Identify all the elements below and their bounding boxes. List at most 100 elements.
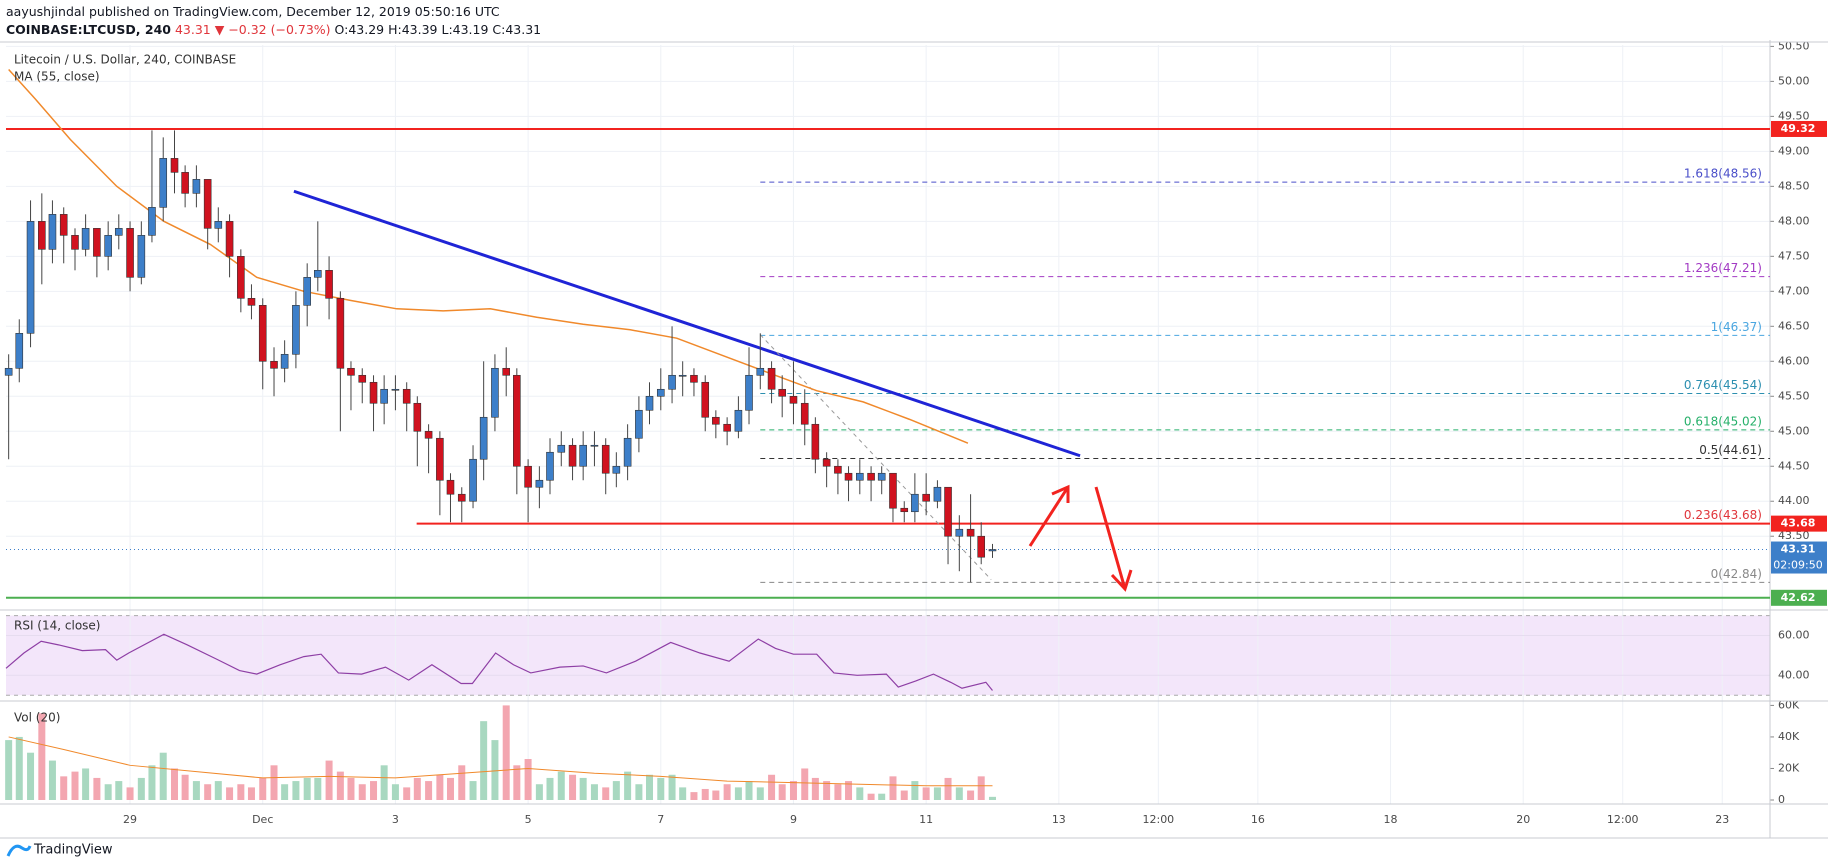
candle-body [104, 235, 112, 257]
candle-body [524, 465, 532, 488]
ma-legend: MA (55, close) [14, 70, 100, 84]
candle-body [656, 388, 665, 397]
volume-bar [789, 781, 797, 800]
volume-bar [126, 787, 134, 800]
candle-body [977, 535, 986, 558]
candle-body [811, 423, 820, 460]
candle-body [59, 214, 68, 236]
candle-body [225, 221, 234, 257]
volume-bar [569, 774, 577, 800]
y-tick-label: 45.50 [1778, 389, 1810, 402]
y-tick-label: 48.50 [1778, 179, 1810, 192]
candle-body [734, 409, 743, 432]
volume-bar [778, 784, 786, 800]
volume-bar [115, 781, 123, 800]
candle-body [137, 235, 146, 278]
x-tick-label: 23 [1715, 813, 1729, 826]
volume-bar [679, 787, 687, 800]
y-tick-label: 49.50 [1778, 109, 1810, 122]
y-tick-label: 46.50 [1778, 319, 1810, 332]
volume-bar [71, 771, 79, 800]
volume-bar [635, 784, 643, 800]
volume-bar [491, 740, 499, 800]
candle-body [745, 374, 753, 411]
candle-body [314, 270, 322, 278]
x-tick-label: 20 [1516, 813, 1530, 826]
x-tick-label: 7 [657, 813, 664, 826]
candle-body [436, 437, 444, 481]
volume-bar [38, 713, 46, 800]
volume-bar [856, 787, 864, 800]
volume-bar [171, 768, 179, 800]
y-tick-label: 43.50 [1778, 529, 1810, 542]
candle-body [270, 360, 278, 369]
candle-body [192, 179, 201, 194]
y-tick-label: 50.00 [1778, 74, 1810, 87]
volume-bar [579, 777, 587, 800]
volume-bar [845, 781, 853, 800]
rsi-tick-label: 60.00 [1778, 628, 1810, 641]
volume-bar [546, 777, 554, 800]
volume-bar [867, 793, 875, 800]
hline-price-label: 49.32 [1781, 122, 1816, 135]
rsi-band [6, 615, 1770, 696]
candle-body [247, 298, 256, 306]
y-tick-label: 44.50 [1778, 459, 1810, 472]
candle-body [877, 472, 886, 481]
volume-bar [60, 776, 68, 800]
fib-label: 1.236(47.21) [1684, 261, 1762, 275]
volume-bar [535, 784, 543, 800]
candle-body [71, 235, 79, 250]
volume-bar [657, 777, 665, 800]
header: aayushjindal published on TradingView.co… [6, 3, 541, 39]
candle-body [148, 207, 156, 236]
fib-label: 0(42.84) [1711, 567, 1762, 581]
candle-body [789, 395, 798, 404]
volume-bar [446, 777, 454, 800]
candle-body [325, 270, 333, 299]
candle-body [944, 486, 952, 537]
volume-bar [557, 771, 565, 800]
candle-body [292, 305, 300, 355]
candle-body [258, 305, 267, 362]
volume-bar [900, 790, 908, 800]
volume-bar [811, 777, 819, 800]
candle-body [546, 451, 554, 481]
candle-body [844, 472, 853, 481]
rsi-tick-label: 40.00 [1778, 668, 1810, 681]
volume-bar [612, 781, 620, 800]
volume-bar [745, 781, 753, 800]
candle-body [690, 374, 698, 383]
volume-bar [701, 788, 709, 800]
candle-body [93, 228, 101, 257]
volume-bar [413, 777, 421, 800]
volume-bar [502, 705, 510, 800]
publisher-line: aayushjindal published on TradingView.co… [6, 4, 500, 19]
x-tick-label: 11 [919, 813, 933, 826]
volume-bar [889, 776, 897, 800]
volume-bar [712, 790, 720, 800]
candle-body [922, 493, 930, 502]
volume-bar [391, 784, 399, 800]
volume-bar [955, 787, 963, 800]
volume-bar [988, 796, 996, 800]
rsi-line [5, 633, 993, 691]
volume-bar [756, 787, 764, 800]
candle-body [126, 228, 134, 278]
volume-bar [690, 792, 698, 800]
candle-body [668, 374, 676, 390]
candle-body [635, 409, 643, 439]
hline-price-label: 42.62 [1781, 591, 1816, 604]
volume-bar [270, 765, 278, 800]
volume-bar [336, 771, 344, 800]
fib-label: 0.618(45.02) [1684, 414, 1762, 428]
candle-body [579, 444, 587, 467]
candle-body [303, 277, 311, 306]
candle-body [590, 444, 599, 447]
volume-bar [403, 787, 411, 800]
candle-body [181, 172, 189, 194]
volume-bar [513, 765, 521, 800]
candle-body [900, 507, 909, 513]
symbol: COINBASE:LTCUSD, 240 [6, 22, 171, 37]
candle-body [966, 528, 975, 537]
